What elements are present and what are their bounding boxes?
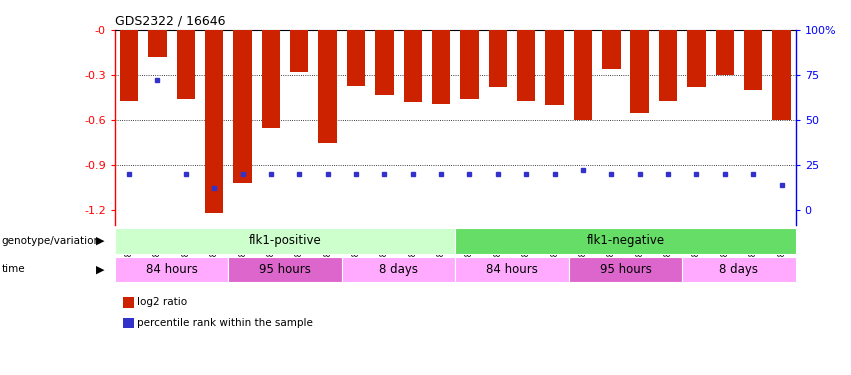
Bar: [631, 30, 649, 112]
Bar: [683, 256, 796, 282]
Text: time: time: [2, 264, 26, 274]
Bar: [290, 30, 308, 72]
Bar: [403, 30, 422, 102]
Text: log2 ratio: log2 ratio: [137, 297, 187, 307]
Bar: [488, 30, 507, 87]
Text: 8 days: 8 days: [379, 263, 418, 276]
Bar: [574, 30, 592, 120]
Bar: [342, 256, 455, 282]
Bar: [455, 256, 568, 282]
Text: ▶: ▶: [96, 264, 105, 274]
Text: flk1-positive: flk1-positive: [248, 234, 322, 247]
Text: 95 hours: 95 hours: [600, 263, 651, 276]
Bar: [517, 30, 535, 100]
Text: flk1-negative: flk1-negative: [586, 234, 665, 247]
Bar: [205, 30, 223, 213]
Bar: [568, 256, 683, 282]
Bar: [602, 30, 620, 69]
Text: 84 hours: 84 hours: [486, 263, 538, 276]
Bar: [262, 30, 280, 128]
Bar: [545, 30, 563, 105]
Bar: [347, 30, 365, 86]
Bar: [688, 30, 705, 87]
Bar: [115, 228, 455, 254]
Text: ▶: ▶: [96, 236, 105, 246]
Bar: [120, 30, 138, 100]
Text: 95 hours: 95 hours: [260, 263, 311, 276]
Bar: [460, 30, 478, 99]
Text: 8 days: 8 days: [719, 263, 758, 276]
Text: genotype/variation: genotype/variation: [2, 236, 100, 246]
Bar: [431, 30, 450, 104]
Bar: [318, 30, 337, 142]
Bar: [744, 30, 762, 90]
Bar: [716, 30, 734, 75]
Bar: [455, 228, 796, 254]
Text: percentile rank within the sample: percentile rank within the sample: [137, 318, 313, 328]
Bar: [375, 30, 393, 94]
Bar: [115, 256, 228, 282]
Bar: [176, 30, 195, 99]
Text: 84 hours: 84 hours: [146, 263, 197, 276]
Bar: [233, 30, 252, 183]
Bar: [773, 30, 791, 120]
Bar: [228, 256, 342, 282]
Text: GDS2322 / 16646: GDS2322 / 16646: [115, 15, 226, 27]
Bar: [148, 30, 167, 57]
Bar: [659, 30, 677, 100]
